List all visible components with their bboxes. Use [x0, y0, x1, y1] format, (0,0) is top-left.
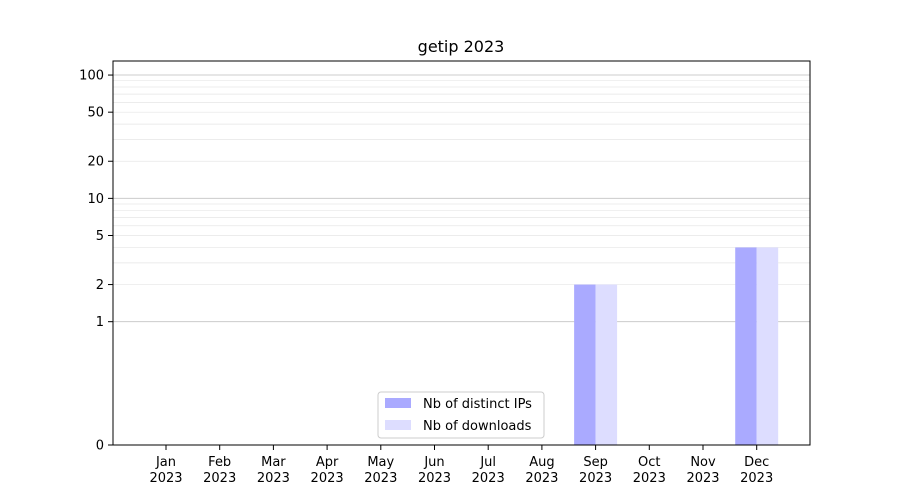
x-axis: Jan2023Feb2023Mar2023Apr2023May2023Jun20… — [149, 445, 773, 486]
x-tick-label-month: Sep — [583, 455, 608, 470]
legend-swatch-distinct-ips — [385, 398, 411, 408]
y-tick-label: 1 — [96, 315, 104, 330]
legend: Nb of distinct IPs Nb of downloads — [377, 391, 545, 439]
x-tick-label-month: May — [367, 455, 394, 470]
bar-downloads-dec — [756, 247, 779, 445]
x-tick-label-year: 2023 — [686, 471, 719, 486]
y-tick-label: 100 — [79, 69, 104, 84]
x-tick-label-year: 2023 — [364, 471, 397, 486]
bar-downloads-sep — [595, 284, 618, 445]
x-tick-label-month: Jun — [423, 455, 444, 470]
x-tick-label-month: Mar — [261, 455, 286, 470]
grid — [113, 74, 810, 323]
legend-swatch-downloads — [385, 420, 411, 430]
x-tick-label-month: Jul — [479, 455, 496, 470]
x-tick-label-month: Oct — [638, 455, 660, 470]
x-tick-label-month: Dec — [744, 455, 769, 470]
x-tick-label-month: Aug — [529, 455, 554, 470]
y-tick-label: 20 — [87, 155, 104, 170]
y-tick-label: 50 — [87, 106, 104, 121]
x-tick-label-year: 2023 — [740, 471, 773, 486]
y-tick-label: 10 — [87, 192, 104, 207]
x-tick-label-year: 2023 — [525, 471, 558, 486]
x-tick-label-year: 2023 — [257, 471, 290, 486]
x-tick-label-year: 2023 — [149, 471, 182, 486]
x-tick-label-year: 2023 — [418, 471, 451, 486]
x-tick-label-month: Feb — [208, 455, 231, 470]
x-tick-label-year: 2023 — [472, 471, 505, 486]
chart-title: getip 2023 — [418, 37, 505, 56]
bar-distinct-ips-sep — [574, 284, 596, 445]
x-tick-label-year: 2023 — [311, 471, 344, 486]
x-tick-label-year: 2023 — [633, 471, 666, 486]
y-axis: 0 1 2 5 10 20 50 100 — [79, 69, 113, 454]
x-tick-label-month: Jan — [155, 455, 176, 470]
bars — [574, 247, 779, 445]
plot-frame — [112, 60, 811, 446]
y-tick-label: 5 — [96, 229, 104, 244]
x-tick-label-year: 2023 — [203, 471, 236, 486]
legend-label-downloads: Nb of downloads — [423, 419, 532, 434]
y-tick-label: 2 — [96, 278, 104, 293]
legend-label-distinct-ips: Nb of distinct IPs — [423, 397, 532, 412]
legend-box — [377, 391, 545, 439]
x-tick-label-month: Apr — [316, 455, 339, 470]
x-tick-label-year: 2023 — [579, 471, 612, 486]
bar-distinct-ips-dec — [735, 247, 757, 445]
y-tick-label: 0 — [96, 439, 104, 454]
x-tick-label-month: Nov — [690, 455, 716, 470]
